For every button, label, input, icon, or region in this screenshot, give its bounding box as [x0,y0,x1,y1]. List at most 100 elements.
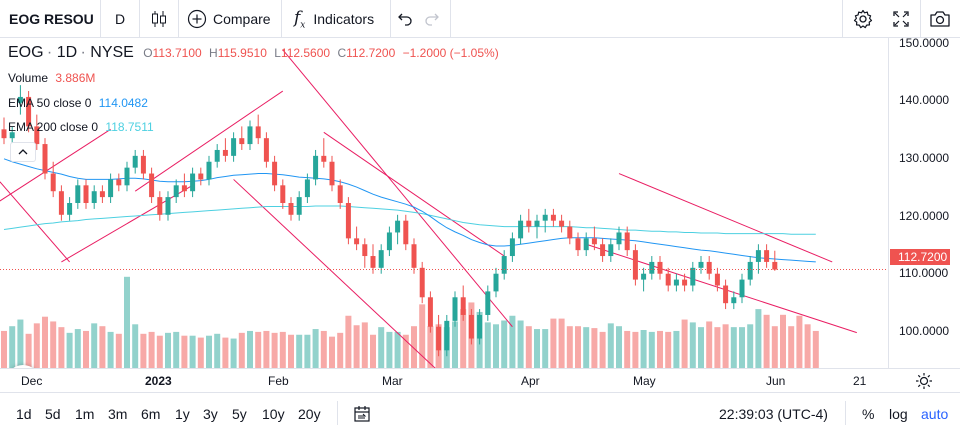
log-toggle[interactable]: log [889,406,908,422]
candle-body [723,285,729,304]
legend-ema50-row[interactable]: EMA 50 close 0 114.0482 [8,96,148,110]
candle-body [583,238,589,251]
clock-timezone[interactable]: 22:39:03 (UTC-4) [719,406,828,422]
legend-volume-value: 3.886M [55,71,96,85]
candle-body [9,132,15,139]
candle-body [649,261,655,274]
legend-ema200-row[interactable]: EMA 200 close 0 118.7511 [8,120,154,134]
volume-bar [156,335,163,368]
range-20y-button[interactable]: 20y [298,406,321,422]
compare-button[interactable]: Compare [179,0,281,38]
chart-type-button[interactable] [140,0,178,38]
candle-body [436,326,442,351]
legend-ema50-label: EMA 50 close 0 [8,96,92,110]
price-chart[interactable] [0,38,888,368]
candle-body [739,279,745,298]
volume-bar [353,325,360,368]
fullscreen-button[interactable] [886,0,916,38]
volume-bar [648,331,655,368]
candle-body [698,261,704,268]
trend-line [61,184,193,263]
candle-body [91,191,97,203]
volume-bar [411,326,417,368]
last-price-badge: 112.7200 [890,249,950,265]
interval-button[interactable]: D [101,0,139,38]
scale-settings-button[interactable] [915,372,933,395]
volume-bar [460,309,467,368]
volume-bar [42,316,48,368]
go-to-date-button[interactable] [353,405,371,428]
candle-body [280,185,286,203]
candle-body [255,126,261,139]
legend-ema50-value: 114.0482 [98,96,148,110]
candle-body [17,96,23,103]
range-3y-button[interactable]: 3y [203,406,218,422]
tradingview-logo[interactable] [6,365,40,368]
volume-bar [58,327,65,368]
candle-body [67,203,73,215]
candle-body [50,173,56,192]
candle-body [567,226,573,239]
legend-volume-row[interactable]: Volume 3.886M [8,71,95,85]
time-tick: 21 [853,374,867,388]
volume-bar [542,329,549,368]
range-5d-button[interactable]: 5d [45,406,61,422]
candle-body [157,197,163,215]
redo-button[interactable] [421,0,443,38]
volume-bar [739,327,745,368]
volume-bar [189,335,196,368]
candle-body [403,220,409,245]
volume-bar [534,329,540,368]
range-1m-button[interactable]: 1m [75,406,95,422]
snapshot-button[interactable] [924,0,956,38]
range-10y-button[interactable]: 10y [262,406,285,422]
legend-close-key: C [337,46,347,60]
volume-bar [378,327,385,368]
volume-bar [804,324,811,368]
volume-bar [238,332,245,368]
range-6m-button[interactable]: 6m [141,406,161,422]
candle-body [124,167,130,186]
candle-body [116,179,122,186]
candle-body [673,279,679,286]
candle-body [575,238,581,251]
volume-bar [681,319,688,368]
volume-bar [222,337,229,368]
trend-line [233,179,436,368]
range-1d-button[interactable]: 1d [16,406,32,422]
range-1y-button[interactable]: 1y [175,406,190,422]
candle-body [173,185,179,198]
volume-bar [394,331,401,368]
settings-button[interactable] [848,0,878,38]
legend-change: −1.2000 (−1.05%) [402,46,499,60]
volume-bar [452,321,458,368]
symbol-search-button[interactable]: EOG RESOU [0,0,100,38]
time-tick: Apr [521,374,540,388]
indicators-button[interactable]: fx Indicators [282,0,390,38]
range-3m-button[interactable]: 3m [108,406,128,422]
legend-collapse-button[interactable] [10,142,36,162]
percent-toggle[interactable]: % [862,406,875,422]
candle-body [362,244,368,257]
undo-button[interactable] [394,0,416,38]
legend-ticker[interactable]: EOG [8,44,44,61]
auto-toggle[interactable]: auto [921,406,949,422]
price-tick: 140.0000 [899,93,950,107]
legend-open: 113.7100 [152,46,202,60]
candle-body [468,314,474,339]
candle-body [345,203,351,239]
candle-body [75,185,81,203]
volume-bar [296,334,303,368]
candle-body [149,173,155,198]
chart-pane[interactable]: EOG · 1D · NYSE O113.7100 H115.9510 L112… [0,38,888,368]
price-scale[interactable]: 150.0000 140.0000 130.0000 120.0000 110.… [888,36,960,368]
volume-bar [91,323,98,368]
legend-exchange: NYSE [90,44,134,61]
range-5y-button[interactable]: 5y [232,406,247,422]
volume-bar [197,337,204,368]
price-tick: 110.0000 [899,266,949,280]
candle-body [772,261,778,270]
candle-body [190,173,196,192]
time-scale[interactable]: Dec 2023 Feb Mar Apr May Jun 21 [0,368,960,392]
bottom-divider [845,401,846,425]
